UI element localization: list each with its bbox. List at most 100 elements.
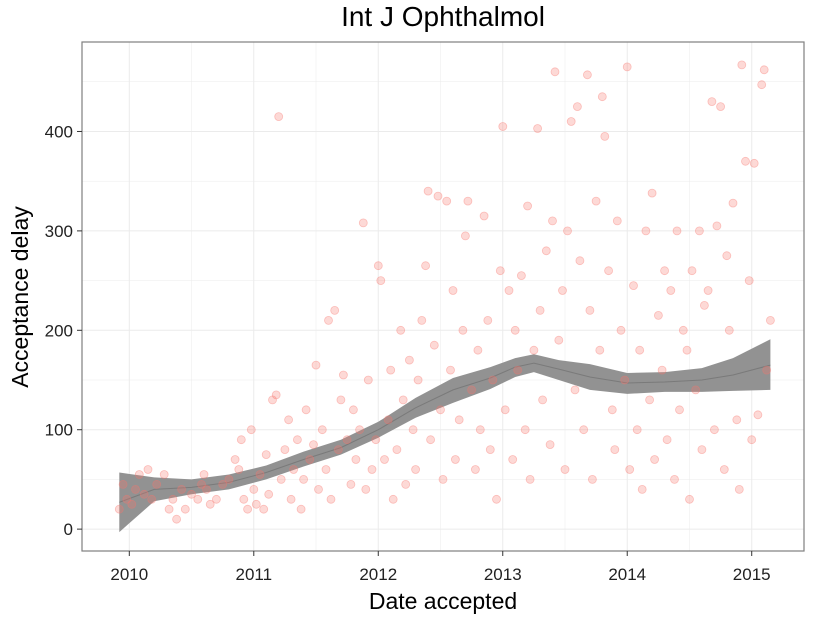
confidence-band [119, 339, 771, 533]
data-point [513, 365, 523, 375]
y-tick-label: 100 [45, 421, 73, 440]
data-point [396, 325, 406, 335]
data-point [330, 305, 340, 315]
data-point [604, 266, 613, 276]
data-point [724, 325, 734, 335]
data-point [498, 122, 508, 131]
data-point [371, 435, 381, 445]
data-point [597, 92, 607, 102]
data-point [558, 286, 567, 295]
data-point [529, 345, 539, 355]
data-point [255, 470, 265, 479]
data-point [114, 504, 124, 514]
data-point [197, 479, 206, 489]
data-point [164, 504, 174, 514]
x-tick-label: 2012 [359, 565, 397, 584]
data-point [311, 360, 321, 370]
data-point [495, 266, 505, 276]
data-point [737, 60, 747, 70]
data-point [616, 325, 626, 335]
data-point [243, 504, 253, 514]
data-point [361, 484, 371, 494]
data-point [421, 261, 431, 271]
data-point [610, 445, 620, 455]
data-point [118, 479, 128, 489]
data-point [550, 67, 560, 77]
data-point [657, 365, 667, 375]
data-point [672, 226, 682, 236]
data-point [236, 435, 246, 445]
data-point [722, 251, 732, 261]
data-point [168, 494, 178, 504]
data-point [585, 305, 595, 315]
x-axis-title: Date accepted [369, 588, 517, 614]
data-point [342, 435, 352, 445]
data-point [670, 474, 679, 484]
data-point [147, 494, 157, 504]
data-point [404, 355, 414, 365]
data-point [492, 494, 501, 504]
data-point [520, 425, 530, 435]
data-point [583, 70, 592, 80]
data-point [541, 246, 551, 256]
data-point [641, 226, 651, 236]
data-point [560, 465, 570, 474]
data-point [131, 484, 140, 494]
x-tick-label: 2011 [236, 565, 273, 584]
x-tick-label: 2013 [484, 565, 522, 584]
data-point [695, 226, 704, 236]
data-point [570, 385, 580, 395]
data-point [573, 102, 582, 111]
data-point [563, 226, 572, 236]
data-point [588, 474, 597, 484]
data-point [433, 191, 443, 201]
data-point [467, 385, 477, 395]
smooth-band [119, 339, 771, 533]
data-point [326, 494, 336, 504]
data-point [239, 494, 249, 504]
data-point [591, 196, 601, 206]
data-point [314, 484, 323, 494]
data-point [759, 65, 769, 75]
data-point [448, 286, 458, 295]
y-tick-label: 400 [45, 122, 73, 141]
data-point [654, 310, 663, 320]
panel-border [81, 41, 805, 552]
data-point [249, 484, 259, 494]
data-point [650, 455, 659, 464]
data-point [280, 445, 290, 455]
data-point [348, 405, 358, 415]
data-point [417, 315, 427, 325]
data-point [324, 315, 333, 325]
data-point [274, 112, 284, 121]
data-point [458, 325, 468, 335]
data-point [579, 425, 589, 435]
data-point [299, 474, 309, 484]
data-point [376, 276, 386, 286]
smooth-line [119, 362, 771, 503]
data-point [338, 370, 348, 380]
data-point [647, 188, 657, 198]
data-point [703, 286, 713, 295]
data-point [766, 315, 775, 325]
data-point [442, 196, 452, 206]
data-point [517, 271, 526, 281]
data-point [411, 465, 421, 474]
data-point [276, 474, 286, 484]
y-tick-label: 200 [45, 321, 73, 340]
data-point [358, 218, 368, 228]
data-point [363, 375, 373, 385]
y-tick-label: 0 [64, 520, 73, 539]
data-point [127, 499, 137, 509]
data-point [762, 365, 772, 375]
data-point [632, 425, 642, 435]
data-point [292, 435, 302, 445]
chart-title: Int J Ophthalmol [341, 1, 545, 32]
data-point [678, 325, 688, 335]
data-point [483, 315, 493, 325]
data-point [159, 470, 169, 479]
data-point [545, 440, 555, 450]
data-point [675, 405, 684, 415]
data-point [732, 415, 742, 425]
data-point [595, 345, 605, 355]
